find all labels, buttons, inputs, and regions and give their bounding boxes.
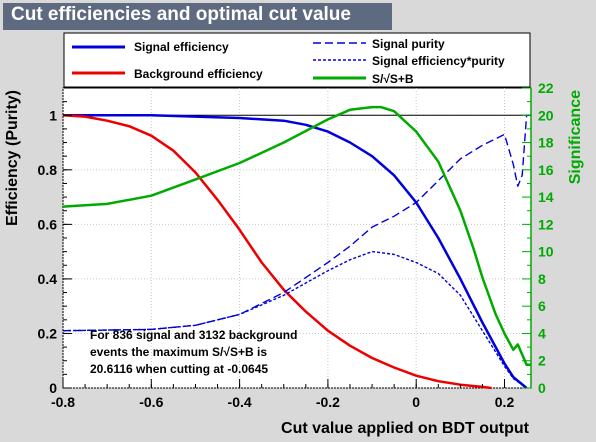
annotation-line-2: events the maximum S/√S+B is [90, 345, 267, 359]
y2-tick-label: 4 [538, 325, 546, 341]
y-tick-label: 0.4 [38, 271, 58, 287]
y2-tick-label: 0 [538, 380, 546, 396]
y2-tick-label: 22 [538, 80, 554, 96]
x-tick-label: -0.6 [139, 394, 163, 410]
title-box: Cut efficiencies and optimal cut value [3, 3, 392, 30]
plot-area [62, 87, 532, 389]
annotation-line-3: 20.6116 when cutting at -0.0645 [90, 362, 268, 376]
y2-tick-label: 20 [538, 107, 554, 123]
series-line [62, 114, 492, 390]
x-axis-title: Cut value applied on BDT output [281, 420, 530, 437]
series-line [62, 114, 531, 332]
legend-label-signal-efficiency: Signal efficiency [134, 40, 229, 54]
chart-title: Cut efficiencies and optimal cut value [11, 4, 351, 25]
y-tick-label: 1 [49, 107, 57, 123]
legend-label-background-efficiency: Background efficiency [134, 67, 263, 81]
legend-label-signal-efficiency-purity: Signal efficiency*purity [372, 54, 505, 68]
y2-tick-label: 6 [538, 298, 546, 314]
y2-axis-title: Significance [567, 90, 584, 184]
series-line [62, 250, 528, 389]
legend-label-significance: S/√S+B [372, 72, 414, 86]
y2-tick-label: 12 [538, 216, 554, 232]
y-axis-ticks: 0 0.2 0.4 0.6 0.8 1 [38, 101, 72, 396]
y2-axis-ticks: 0 2 4 6 8 10 12 14 16 18 20 22 [522, 80, 554, 396]
y-tick-label: 0.2 [38, 325, 58, 341]
x-tick-label: 0 [412, 394, 420, 410]
series-line [62, 105, 531, 367]
legend-box [63, 32, 531, 88]
y-tick-label: 0.8 [38, 162, 58, 178]
x-axis-ticks: -0.8 -0.6 -0.4 -0.2 0 0.2 [51, 379, 515, 410]
y2-tick-label: 2 [538, 353, 546, 369]
y2-tick-label: 18 [538, 135, 554, 151]
y2-tick-label: 14 [538, 189, 554, 205]
x-tick-label: -0.4 [228, 394, 252, 410]
y2-tick-label: 8 [538, 271, 546, 287]
series-group [62, 105, 531, 390]
series-line [63, 114, 528, 389]
y-tick-label: 0 [49, 380, 57, 396]
x-tick-label: -0.8 [51, 394, 75, 410]
x-tick-label: -0.2 [316, 394, 340, 410]
x-tick-label: 0.2 [495, 394, 515, 410]
legend-label-signal-purity: Signal purity [372, 37, 445, 51]
y2-tick-label: 10 [538, 244, 554, 260]
legend: Signal efficiency Background efficiency … [63, 32, 531, 88]
y-axis-title: Efficiency (Purity) [4, 90, 21, 226]
annotation-line-1: For 836 signal and 3132 background [90, 328, 297, 342]
y-tick-label: 0.6 [38, 216, 58, 232]
y2-tick-label: 16 [538, 162, 554, 178]
annotation: For 836 signal and 3132 background event… [90, 328, 297, 376]
